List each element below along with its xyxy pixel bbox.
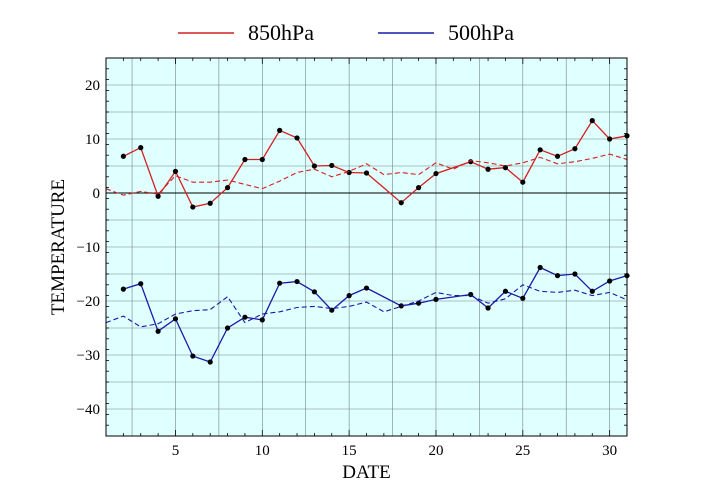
data-point: [155, 193, 161, 199]
data-point: [207, 200, 213, 206]
data-point: [433, 170, 439, 177]
data-point: [259, 317, 265, 323]
legend: 850hPa 500hPa: [178, 20, 514, 45]
data-point: [277, 280, 283, 286]
data-point: [589, 288, 595, 294]
data-point: [138, 145, 144, 151]
data-point: [120, 153, 126, 159]
data-point: [259, 156, 265, 163]
data-point: [607, 136, 613, 142]
data-point: [572, 271, 578, 277]
y-tick-label: 0: [93, 186, 101, 202]
data-point: [155, 328, 161, 334]
data-point: [172, 316, 179, 322]
data-point: [485, 305, 491, 311]
data-point: [363, 285, 370, 291]
data-point: [277, 127, 283, 133]
y-tick-label: −40: [77, 402, 100, 418]
x-axis-title: DATE: [342, 462, 391, 483]
y-tick-label: −20: [77, 294, 100, 310]
data-point: [537, 264, 543, 271]
ticks: 5 10 15 20 25 30 −40 −30 −20 −10 0 10 20: [77, 58, 628, 459]
y-axis-title: TEMPERATURE: [48, 179, 69, 315]
data-point: [311, 163, 317, 169]
data-point: [520, 179, 526, 185]
series-line-2: [123, 266, 628, 363]
data-point: [433, 296, 439, 302]
series-layer: [105, 118, 630, 365]
x-tick-label: 5: [172, 443, 180, 459]
data-point: [416, 185, 422, 191]
legend-label: 850hPa: [248, 20, 314, 45]
data-point: [190, 204, 196, 210]
data-point: [294, 278, 300, 285]
data-point: [224, 325, 231, 331]
data-point: [172, 168, 179, 174]
data-point: [190, 353, 196, 359]
data-point: [207, 359, 213, 365]
data-point: [120, 286, 126, 292]
data-point: [329, 162, 335, 169]
data-point: [607, 278, 613, 284]
data-point: [224, 185, 231, 191]
data-point: [363, 170, 370, 176]
series-line-1: [105, 153, 628, 196]
series-line-3: [105, 284, 628, 328]
y-tick-label: −10: [77, 240, 100, 256]
x-tick-label: 30: [602, 443, 617, 459]
data-point: [346, 293, 352, 299]
y-tick-label: 20: [85, 78, 100, 94]
data-point: [311, 289, 317, 295]
data-point: [294, 135, 300, 141]
data-point: [242, 314, 248, 320]
x-tick-label: 20: [428, 443, 443, 459]
legend-label: 500hPa: [448, 20, 514, 45]
data-point: [554, 153, 561, 159]
data-point: [572, 146, 578, 152]
data-point: [138, 281, 144, 287]
x-tick-label: 25: [515, 443, 530, 459]
y-tick-label: −30: [77, 348, 100, 364]
data-point: [537, 147, 543, 153]
data-point: [346, 169, 352, 176]
data-point: [520, 295, 526, 301]
data-point: [242, 156, 248, 163]
data-point: [398, 303, 404, 309]
series-line-0: [123, 119, 628, 208]
x-tick-label: 10: [255, 443, 270, 459]
grid: [106, 58, 627, 436]
data-point: [502, 288, 509, 294]
data-point: [398, 200, 404, 206]
data-point: [554, 273, 561, 279]
x-tick-label: 15: [342, 443, 357, 459]
data-point: [485, 166, 491, 172]
y-tick-label: 10: [85, 132, 100, 148]
data-point: [589, 118, 595, 124]
